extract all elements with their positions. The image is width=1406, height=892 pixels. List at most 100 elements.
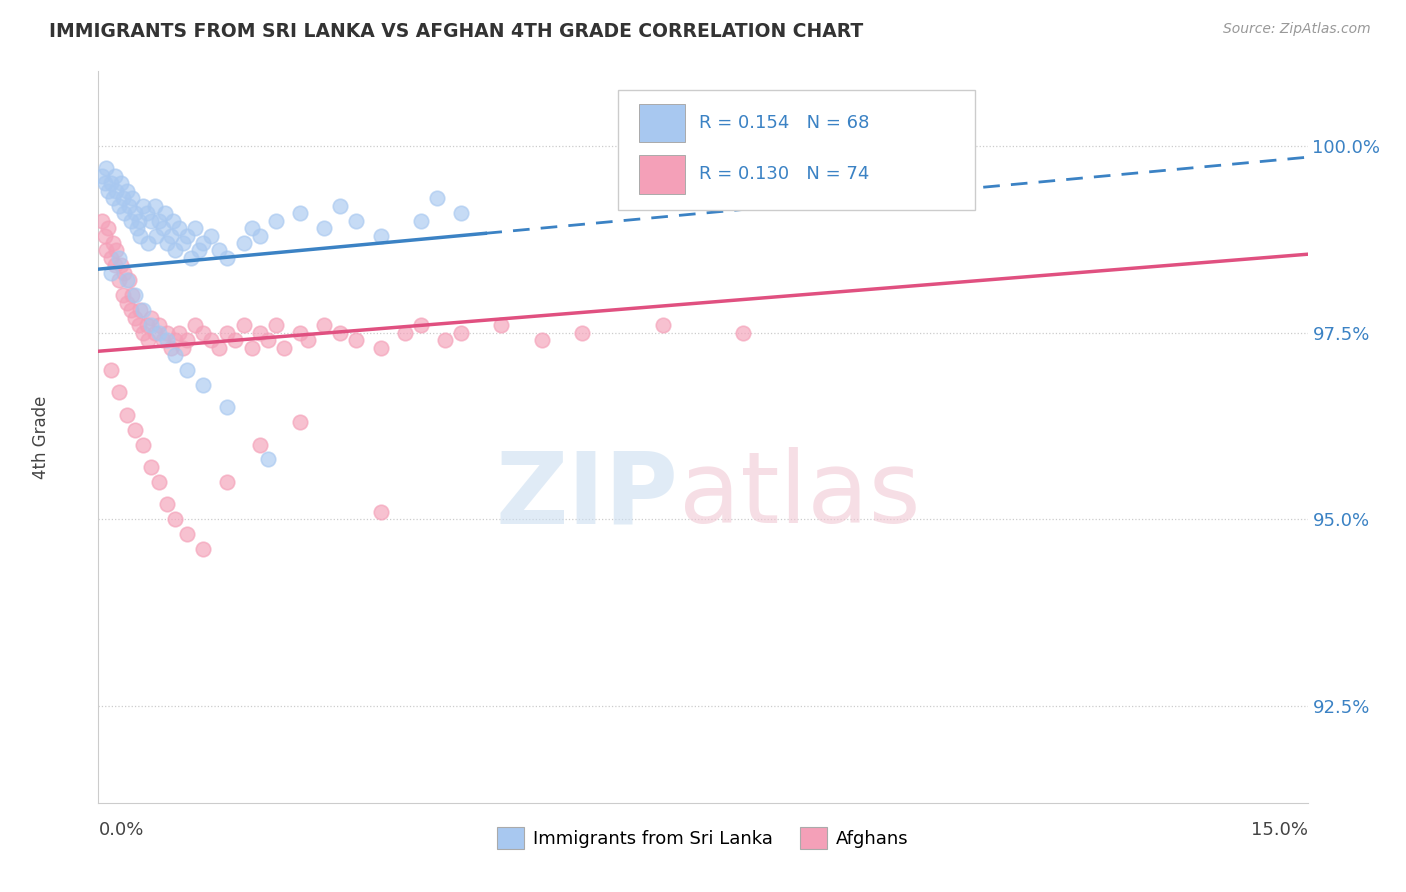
Point [530, 333, 553, 347]
Point [370, 341, 392, 355]
Point [571, 326, 593, 340]
Text: R = 0.154   N = 68: R = 0.154 N = 68 [699, 114, 870, 132]
Point [96, 244, 118, 258]
Point [100, 266, 122, 280]
Text: Source: ZipAtlas.com: Source: ZipAtlas.com [1223, 22, 1371, 37]
Point [145, 228, 167, 243]
Text: R = 0.130   N = 74: R = 0.130 N = 74 [699, 166, 870, 184]
Point [160, 228, 183, 243]
FancyBboxPatch shape [619, 90, 976, 211]
Point [193, 326, 215, 340]
Point [162, 213, 184, 227]
Point [297, 333, 319, 347]
Point [224, 333, 246, 347]
Point [394, 326, 416, 340]
Point [249, 437, 271, 451]
Point [148, 318, 170, 332]
Point [111, 191, 134, 205]
Point [100, 177, 122, 191]
Point [163, 348, 186, 362]
Point [163, 512, 186, 526]
Point [288, 206, 311, 220]
Point [249, 326, 271, 340]
Point [121, 288, 143, 302]
Point [97, 221, 120, 235]
Point [132, 326, 155, 340]
Point [105, 184, 128, 198]
Point [344, 333, 367, 347]
Text: 0.0%: 0.0% [98, 822, 143, 839]
Point [240, 221, 263, 235]
Point [172, 341, 194, 355]
Point [135, 318, 157, 332]
Text: ZIP: ZIP [496, 447, 679, 544]
Point [143, 326, 166, 340]
Point [101, 235, 124, 250]
Point [217, 401, 239, 415]
Point [148, 475, 170, 489]
Point [139, 459, 162, 474]
Point [110, 259, 132, 273]
Point [200, 228, 222, 243]
Point [193, 542, 215, 557]
Point [426, 191, 449, 205]
Point [120, 303, 142, 318]
Bar [638, 104, 685, 143]
Point [132, 303, 155, 318]
Point [128, 318, 150, 332]
Point [115, 184, 138, 198]
Point [176, 228, 198, 243]
Point [409, 318, 432, 332]
Point [91, 169, 114, 183]
Point [112, 206, 135, 220]
Point [188, 244, 211, 258]
Point [103, 169, 125, 183]
Point [101, 191, 124, 205]
Point [107, 385, 129, 400]
Point [163, 333, 186, 347]
Point [124, 423, 146, 437]
Point [288, 326, 311, 340]
Bar [638, 155, 685, 194]
Point [172, 235, 194, 250]
Point [107, 251, 129, 265]
Legend: Immigrants from Sri Lanka, Afghans: Immigrants from Sri Lanka, Afghans [489, 820, 917, 856]
Point [120, 213, 142, 227]
Point [138, 235, 160, 250]
Point [132, 437, 155, 451]
Point [118, 273, 141, 287]
Point [124, 206, 146, 220]
Point [105, 244, 128, 258]
Point [434, 333, 457, 347]
Point [129, 303, 152, 318]
Point [107, 273, 129, 287]
Point [153, 206, 176, 220]
Point [118, 199, 141, 213]
Point [96, 161, 118, 176]
Point [256, 452, 278, 467]
Point [94, 228, 117, 243]
Point [127, 221, 149, 235]
Point [651, 318, 673, 332]
Point [232, 235, 254, 250]
Point [329, 326, 352, 340]
Point [344, 213, 367, 227]
Point [491, 318, 513, 332]
Point [193, 235, 215, 250]
Point [138, 333, 160, 347]
Point [314, 221, 336, 235]
Point [128, 213, 150, 227]
Point [132, 199, 155, 213]
Point [148, 326, 170, 340]
Point [217, 251, 239, 265]
Point [208, 244, 231, 258]
Point [100, 251, 122, 265]
Point [184, 318, 207, 332]
Point [107, 199, 129, 213]
Point [156, 497, 179, 511]
Point [217, 475, 239, 489]
Text: IMMIGRANTS FROM SRI LANKA VS AFGHAN 4TH GRADE CORRELATION CHART: IMMIGRANTS FROM SRI LANKA VS AFGHAN 4TH … [49, 22, 863, 41]
Point [103, 259, 125, 273]
Point [97, 184, 120, 198]
Point [152, 221, 174, 235]
